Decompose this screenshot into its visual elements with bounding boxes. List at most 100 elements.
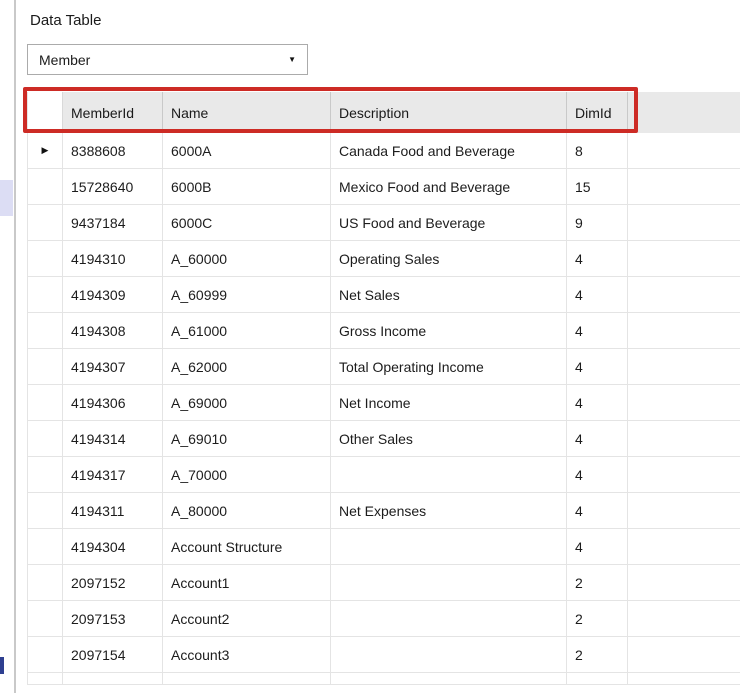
- cell-dimid[interactable]: 15: [567, 169, 628, 204]
- cell-description[interactable]: Net Expenses: [331, 493, 567, 528]
- new-row-partial[interactable]: [28, 673, 740, 685]
- cell-memberid[interactable]: 4194309: [63, 277, 163, 312]
- table-row[interactable]: 4194308 A_61000 Gross Income 4: [28, 313, 740, 349]
- cell-name[interactable]: 6000A: [163, 133, 331, 168]
- row-header-cell[interactable]: [28, 241, 63, 276]
- cell-dimid[interactable]: 4: [567, 493, 628, 528]
- table-row[interactable]: 2097154 Account3 2: [28, 637, 740, 673]
- cell-description[interactable]: Operating Sales: [331, 241, 567, 276]
- cell-dimid[interactable]: 4: [567, 313, 628, 348]
- cell-name[interactable]: A_60000: [163, 241, 331, 276]
- row-header-cell[interactable]: [28, 601, 63, 636]
- cell-description[interactable]: Other Sales: [331, 421, 567, 456]
- cell-name[interactable]: Account3: [163, 637, 331, 672]
- row-header-cell[interactable]: [28, 385, 63, 420]
- row-header-cell[interactable]: [28, 637, 63, 672]
- cell-description[interactable]: Net Sales: [331, 277, 567, 312]
- table-row[interactable]: 2097152 Account1 2: [28, 565, 740, 601]
- row-header-cell[interactable]: [28, 349, 63, 384]
- table-row[interactable]: 4194306 A_69000 Net Income 4: [28, 385, 740, 421]
- cell-memberid[interactable]: 4194308: [63, 313, 163, 348]
- cell-description[interactable]: [331, 457, 567, 492]
- cell-name[interactable]: A_70000: [163, 457, 331, 492]
- cell-filler: [628, 457, 740, 492]
- cell-name[interactable]: Account2: [163, 601, 331, 636]
- cell-name[interactable]: A_69010: [163, 421, 331, 456]
- cell-filler: [628, 529, 740, 564]
- cell-dimid[interactable]: 4: [567, 385, 628, 420]
- cell-dimid[interactable]: 9: [567, 205, 628, 240]
- table-row[interactable]: 4194317 A_70000 4: [28, 457, 740, 493]
- cell-description[interactable]: [331, 637, 567, 672]
- cell-description[interactable]: Mexico Food and Beverage: [331, 169, 567, 204]
- table-row[interactable]: 4194310 A_60000 Operating Sales 4: [28, 241, 740, 277]
- cell-memberid[interactable]: 4194307: [63, 349, 163, 384]
- cell-memberid[interactable]: 8388608: [63, 133, 163, 168]
- row-header-cell[interactable]: [28, 457, 63, 492]
- cell-dimid[interactable]: 4: [567, 529, 628, 564]
- cell-description[interactable]: Gross Income: [331, 313, 567, 348]
- cell-dimid[interactable]: 2: [567, 565, 628, 600]
- cell-description[interactable]: [331, 529, 567, 564]
- cell-memberid[interactable]: 4194310: [63, 241, 163, 276]
- cell-dimid[interactable]: 4: [567, 421, 628, 456]
- row-header-cell[interactable]: ▶: [28, 133, 63, 168]
- table-row[interactable]: 4194311 A_80000 Net Expenses 4: [28, 493, 740, 529]
- table-row[interactable]: 2097153 Account2 2: [28, 601, 740, 637]
- cell-name[interactable]: Account Structure: [163, 529, 331, 564]
- cell-dimid[interactable]: 2: [567, 601, 628, 636]
- cell-name[interactable]: Account1: [163, 565, 331, 600]
- row-header-cell[interactable]: [28, 313, 63, 348]
- row-header-cell[interactable]: [28, 565, 63, 600]
- cell-memberid[interactable]: 4194306: [63, 385, 163, 420]
- cell-dimid[interactable]: 4: [567, 277, 628, 312]
- cell-name[interactable]: A_80000: [163, 493, 331, 528]
- cell-dimid[interactable]: 4: [567, 241, 628, 276]
- pane-divider: [14, 0, 16, 693]
- cell-memberid[interactable]: 2097152: [63, 565, 163, 600]
- row-header-cell[interactable]: [28, 493, 63, 528]
- cell-memberid[interactable]: 2097153: [63, 601, 163, 636]
- cell-name[interactable]: A_62000: [163, 349, 331, 384]
- cell-name[interactable]: A_60999: [163, 277, 331, 312]
- cell-dimid[interactable]: 2: [567, 637, 628, 672]
- table-row[interactable]: ▶ 8388608 6000A Canada Food and Beverage…: [28, 133, 740, 169]
- table-row[interactable]: 4194307 A_62000 Total Operating Income 4: [28, 349, 740, 385]
- row-header-cell[interactable]: [28, 277, 63, 312]
- cell-name[interactable]: 6000C: [163, 205, 331, 240]
- column-header-name[interactable]: Name: [163, 92, 331, 133]
- cell-description[interactable]: US Food and Beverage: [331, 205, 567, 240]
- cell-name[interactable]: 6000B: [163, 169, 331, 204]
- table-row[interactable]: 15728640 6000B Mexico Food and Beverage …: [28, 169, 740, 205]
- cell-description[interactable]: Total Operating Income: [331, 349, 567, 384]
- cell-dimid[interactable]: 4: [567, 349, 628, 384]
- cell-name[interactable]: A_61000: [163, 313, 331, 348]
- cell-memberid[interactable]: 4194314: [63, 421, 163, 456]
- current-row-indicator-icon: ▶: [41, 145, 49, 155]
- column-header-dimid[interactable]: DimId: [567, 92, 628, 133]
- row-header-cell[interactable]: [28, 205, 63, 240]
- cell-memberid[interactable]: 4194311: [63, 493, 163, 528]
- table-row[interactable]: 4194304 Account Structure 4: [28, 529, 740, 565]
- cell-dimid[interactable]: 4: [567, 457, 628, 492]
- table-row[interactable]: 9437184 6000C US Food and Beverage 9: [28, 205, 740, 241]
- cell-memberid[interactable]: 2097154: [63, 637, 163, 672]
- cell-memberid[interactable]: 4194317: [63, 457, 163, 492]
- table-row[interactable]: 4194314 A_69010 Other Sales 4: [28, 421, 740, 457]
- row-header-cell[interactable]: [28, 421, 63, 456]
- cell-dimid[interactable]: 8: [567, 133, 628, 168]
- row-header-cell[interactable]: [28, 529, 63, 564]
- cell-memberid[interactable]: 4194304: [63, 529, 163, 564]
- cell-description[interactable]: [331, 565, 567, 600]
- cell-name[interactable]: A_69000: [163, 385, 331, 420]
- column-header-memberid[interactable]: MemberId: [63, 92, 163, 133]
- row-header-cell[interactable]: [28, 169, 63, 204]
- data-table-selector[interactable]: Member ▼: [27, 44, 308, 75]
- table-row[interactable]: 4194309 A_60999 Net Sales 4: [28, 277, 740, 313]
- cell-memberid[interactable]: 15728640: [63, 169, 163, 204]
- cell-description[interactable]: Net Income: [331, 385, 567, 420]
- column-header-description[interactable]: Description: [331, 92, 567, 133]
- cell-description[interactable]: Canada Food and Beverage: [331, 133, 567, 168]
- cell-memberid[interactable]: 9437184: [63, 205, 163, 240]
- cell-description[interactable]: [331, 601, 567, 636]
